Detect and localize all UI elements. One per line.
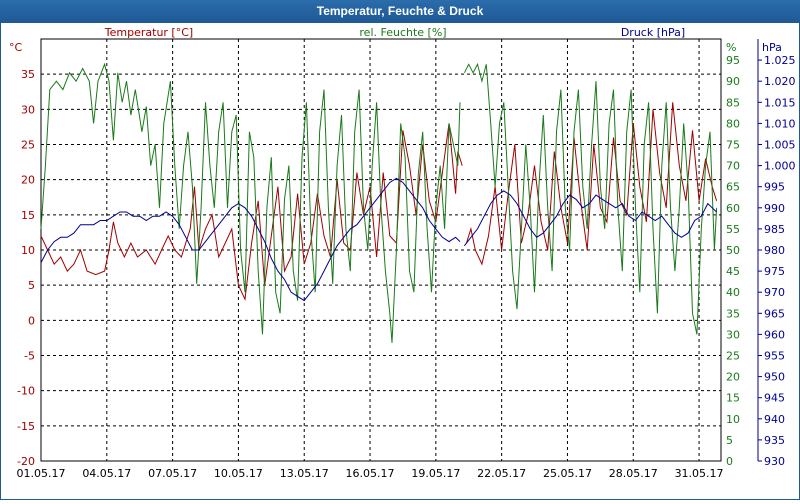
- humidity-tick-label: 15: [726, 392, 740, 405]
- temperature-tick-label: -10: [17, 385, 35, 398]
- x-tick-label: 07.05.17: [148, 467, 197, 480]
- pressure-tick-label: 1.015: [764, 96, 796, 109]
- pressure-unit-label: hPa: [762, 41, 782, 54]
- humidity-axis-title: rel. Feuchte [%]: [359, 26, 446, 39]
- temperature-tick-label: -5: [24, 350, 35, 363]
- axis-labels: °C Temperatur [°C] rel. Feuchte [%] Druc…: [9, 26, 782, 54]
- temperature-tick-label: 30: [21, 103, 35, 116]
- humidity-tick-label: 85: [726, 96, 740, 109]
- humidity-tick-label: 60: [726, 202, 740, 215]
- pressure-tick-label: 990: [764, 202, 785, 215]
- humidity-tick-label: 5: [726, 434, 733, 447]
- pressure-tick-label: 935: [764, 434, 785, 447]
- x-tick-label: 16.05.17: [346, 467, 395, 480]
- pressure-tick-label: 980: [764, 244, 785, 257]
- pressure-tick-label: 965: [764, 307, 785, 320]
- temperature-tick-label: -20: [17, 455, 35, 468]
- x-tick-label: 22.05.17: [477, 467, 526, 480]
- x-tick-label: 28.05.17: [609, 467, 658, 480]
- temperature-axis-title: Temperatur [°C]: [104, 26, 193, 39]
- pressure-tick-label: 945: [764, 392, 785, 405]
- x-tick-label: 13.05.17: [280, 467, 329, 480]
- temperature-tick-label: 15: [21, 209, 35, 222]
- humidity-tick-label: 45: [726, 265, 740, 278]
- x-tick-label: 04.05.17: [82, 467, 131, 480]
- humidity-tick-label: 40: [726, 286, 740, 299]
- temperature-tick-label: 10: [21, 244, 35, 257]
- temperature-tick-label: 20: [21, 174, 35, 187]
- humidity-tick-label: 25: [726, 350, 740, 363]
- pressure-tick-label: 1.020: [764, 75, 796, 88]
- temperature-tick-label: -15: [17, 420, 35, 433]
- pressure-tick-label: 985: [764, 223, 785, 236]
- pressure-tick-label: 950: [764, 371, 785, 384]
- pressure-tick-label: 1.010: [764, 117, 796, 130]
- humidity-line: [463, 62, 718, 335]
- pressure-line: [464, 190, 717, 247]
- humidity-tick-label: 50: [726, 244, 740, 257]
- humidity-tick-label: 30: [726, 328, 740, 341]
- humidity-line: [40, 62, 461, 343]
- pressure-tick-label: 955: [764, 350, 785, 363]
- temperature-unit-label: °C: [9, 41, 23, 54]
- window-title: Temperatur, Feuchte & Druck: [0, 0, 800, 22]
- temperature-line: [466, 102, 718, 266]
- series: [40, 62, 718, 343]
- temperature-tick-label: 5: [28, 279, 35, 292]
- pressure-tick-label: 960: [764, 328, 785, 341]
- humidity-tick-label: 55: [726, 223, 740, 236]
- x-tick-label: 19.05.17: [411, 467, 460, 480]
- humidity-tick-label: 70: [726, 160, 740, 173]
- axes: -20 -15 -10 -5 0 5 10 15 20 25 30 35 01.05.17 04.05.1…: [17, 39, 796, 480]
- humidity-tick-label: 90: [726, 75, 740, 88]
- x-tick-label: 31.05.17: [675, 467, 724, 480]
- pressure-tick-label: 995: [764, 181, 785, 194]
- pressure-tick-label: 1.005: [764, 139, 796, 152]
- pressure-tick-label: 975: [764, 265, 785, 278]
- humidity-tick-label: 95: [726, 54, 740, 67]
- x-tick-label: 10.05.17: [214, 467, 263, 480]
- humidity-unit-label: %: [726, 41, 736, 54]
- weather-chart: -20 -15 -10 -5 0 5 10 15 20 25 30 35 01.05.17 04.05.1…: [9, 26, 796, 480]
- pressure-tick-label: 970: [764, 286, 785, 299]
- temperature-tick-label: 0: [28, 314, 35, 327]
- pressure-tick-label: 1.025: [764, 54, 796, 67]
- pressure-tick-label: 1.000: [764, 160, 796, 173]
- humidity-tick-label: 80: [726, 117, 740, 130]
- grid: [40, 38, 722, 462]
- humidity-tick-label: 20: [726, 371, 740, 384]
- humidity-tick-label: 75: [726, 139, 740, 152]
- pressure-tick-label: 930: [764, 455, 785, 468]
- pressure-line: [40, 177, 461, 302]
- temperature-line: [40, 123, 463, 301]
- humidity-tick-label: 65: [726, 181, 740, 194]
- humidity-tick-label: 0: [726, 455, 733, 468]
- x-tick-label: 01.05.17: [17, 467, 66, 480]
- pressure-axis-title: Druck [hPa]: [621, 26, 685, 39]
- humidity-tick-label: 35: [726, 307, 740, 320]
- humidity-tick-label: 10: [726, 413, 740, 426]
- temperature-tick-label: 25: [21, 139, 35, 152]
- chart-frame: -20 -15 -10 -5 0 5 10 15 20 25 30 35 01.05.17 04.05.1…: [0, 22, 800, 500]
- x-tick-label: 25.05.17: [543, 467, 592, 480]
- pressure-tick-label: 940: [764, 413, 785, 426]
- temperature-tick-label: 35: [21, 68, 35, 81]
